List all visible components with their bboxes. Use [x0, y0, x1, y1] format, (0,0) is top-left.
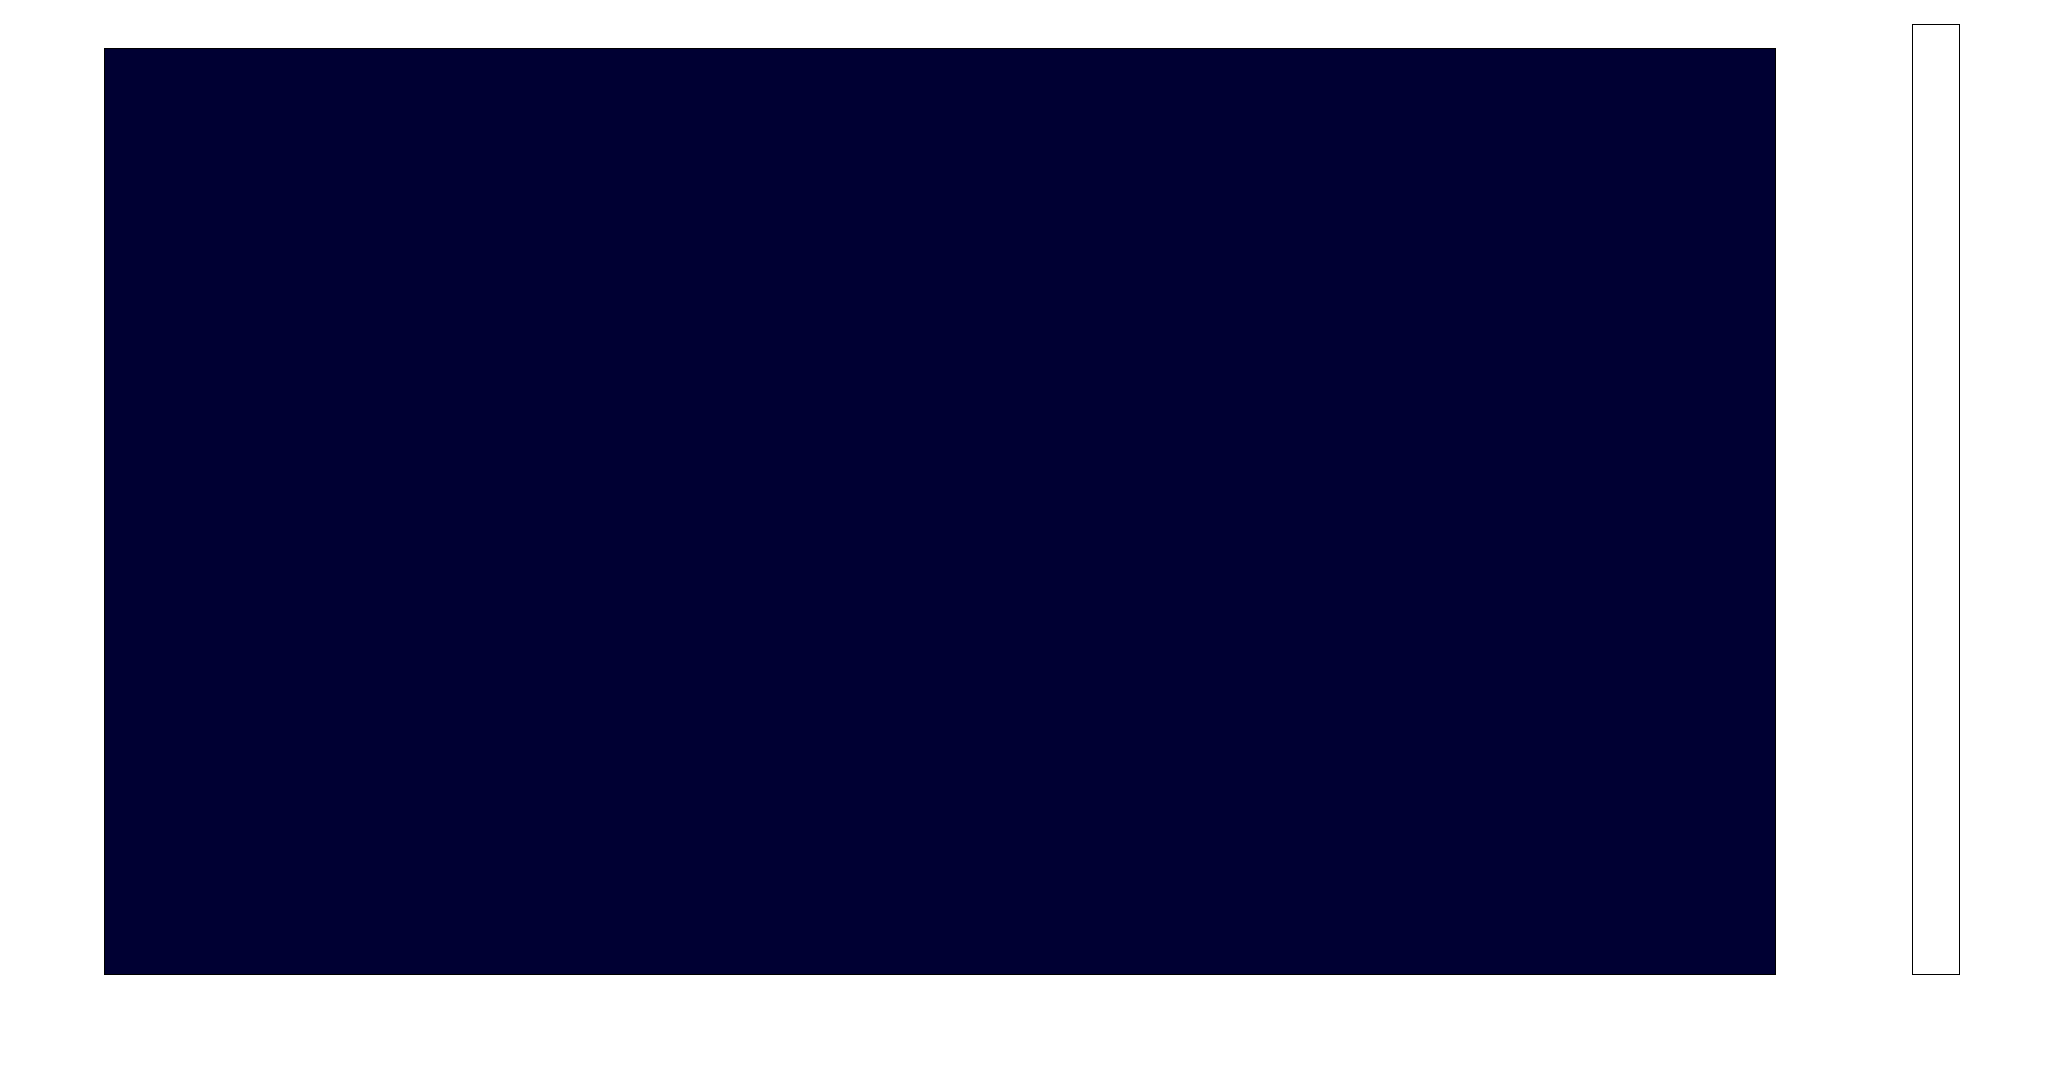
colorbar[interactable]: [1912, 24, 1960, 975]
colorbar-gradient: [1913, 25, 1959, 974]
spectrogram-plot-area[interactable]: [104, 48, 1776, 975]
spectrogram-image: [105, 49, 1775, 974]
